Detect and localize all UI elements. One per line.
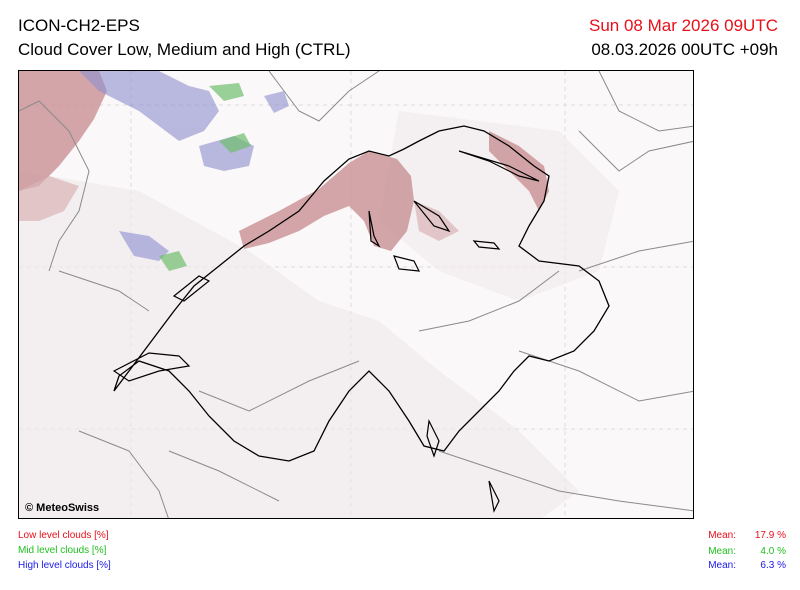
mean-high-value: 6.3 %: [760, 560, 786, 571]
mean-low-label: Mean:: [708, 530, 736, 541]
regional-borders: [19, 71, 693, 518]
valid-time: Sun 08 Mar 2026 09UTC: [589, 16, 778, 35]
mid-cloud-areas: [159, 83, 251, 271]
legend-mid-clouds: Mid level clouds [%]: [18, 545, 107, 556]
legend-low-clouds: Low level clouds [%]: [18, 530, 109, 541]
model-name: ICON-CH2-EPS: [18, 16, 140, 35]
legend-high-clouds: High level clouds [%]: [18, 560, 111, 571]
mean-low-value: 17.9 %: [754, 530, 786, 541]
cloud-cover-map: © MeteoSwiss: [18, 70, 694, 519]
copyright-notice: © MeteoSwiss: [25, 502, 100, 514]
mean-mid-value: 4.0 %: [760, 546, 786, 557]
run-time: 08.03.2026 00UTC +09h: [591, 40, 778, 59]
mean-mid-label: Mean:: [708, 546, 736, 557]
cloud-haze: [19, 71, 693, 518]
map-subtitle: Cloud Cover Low, Medium and High (CTRL): [18, 40, 351, 59]
lakes: [112, 150, 540, 513]
mean-high-label: Mean:: [708, 560, 736, 571]
mean-low-clouds: Mean: 17.9 %: [708, 530, 786, 541]
swiss-border: [113, 125, 610, 462]
map-canvas: [19, 71, 693, 518]
mean-mid-clouds: Mean: 4.0 %: [708, 546, 786, 557]
mean-high-clouds: Mean: 6.3 %: [708, 560, 786, 571]
